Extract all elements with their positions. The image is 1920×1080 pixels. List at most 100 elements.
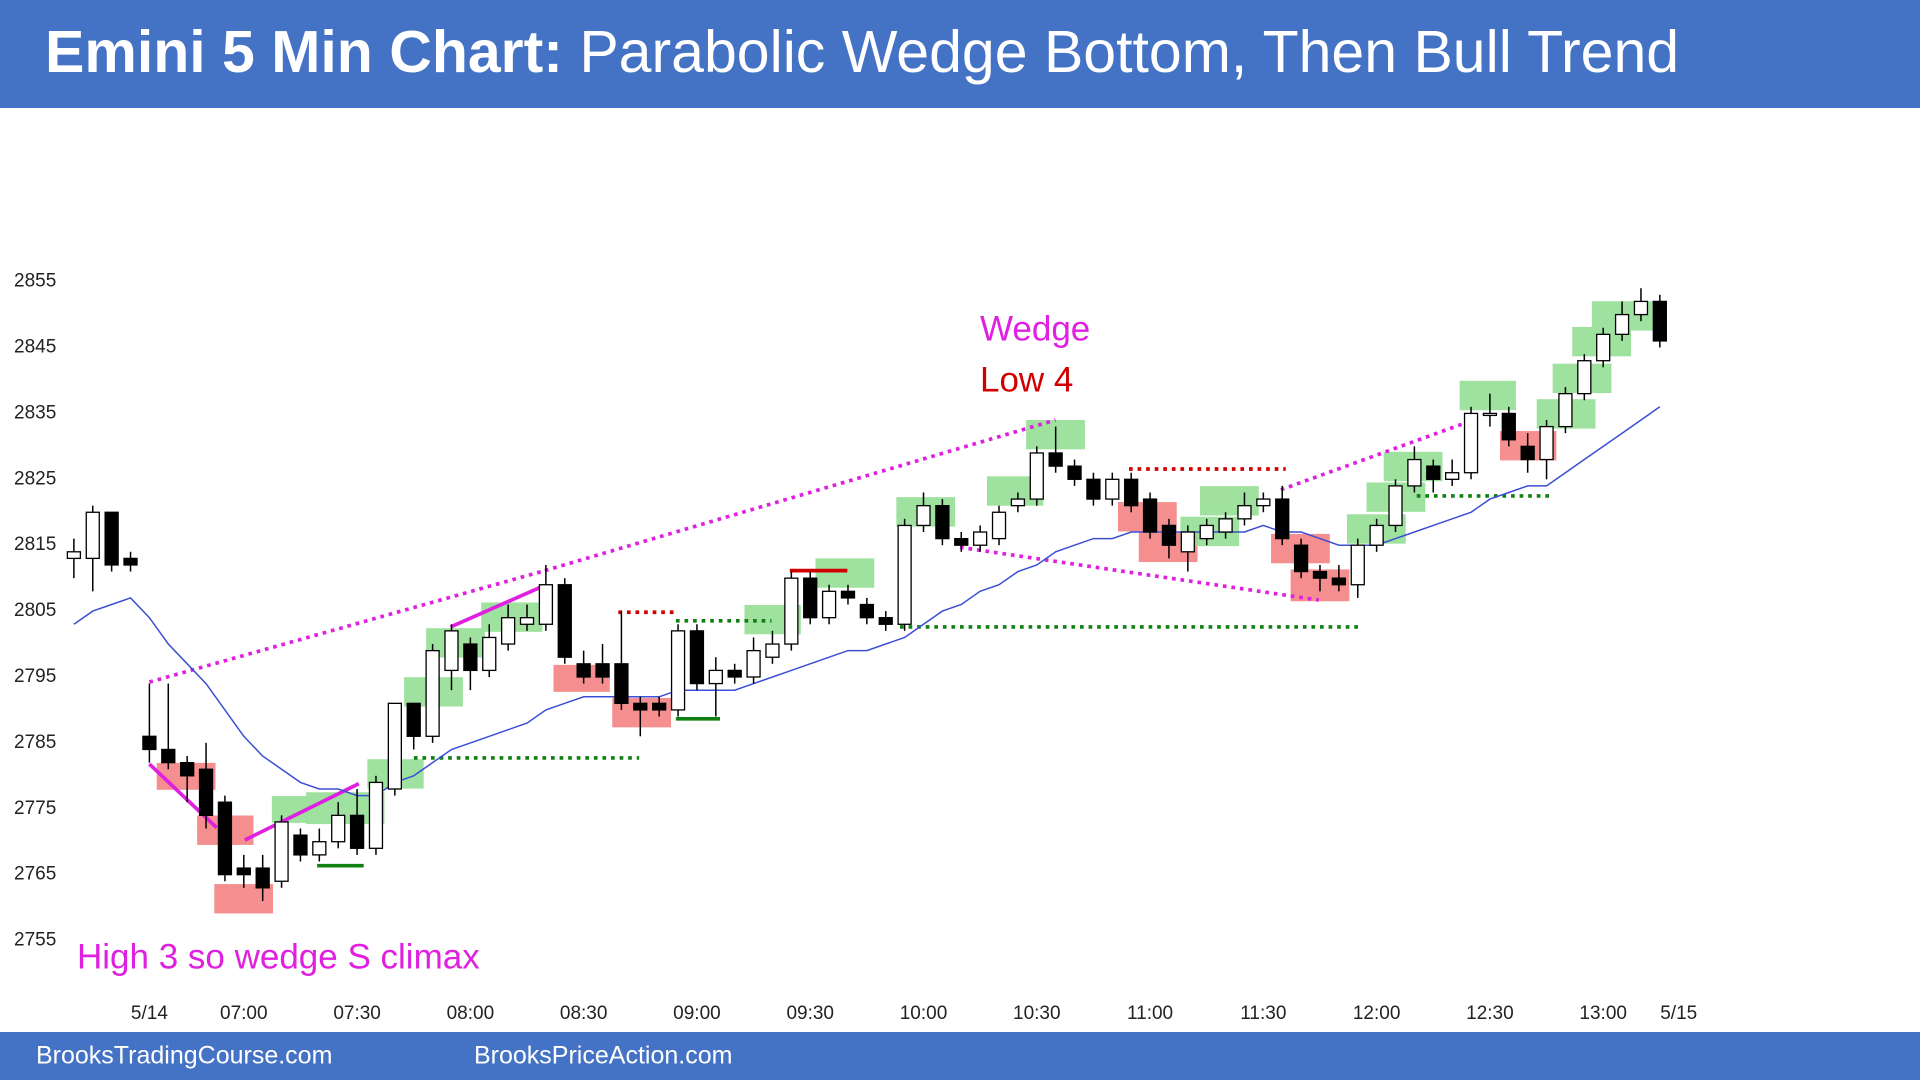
candle-body: [1482, 412, 1498, 417]
bull-boxes: [271, 301, 1666, 825]
red-dotted: [618, 467, 1286, 615]
candle-body: [840, 590, 856, 599]
candle-body: [746, 649, 761, 678]
y-tick-label: 2805: [14, 600, 56, 621]
x-tick-label: 13:00: [1579, 1003, 1627, 1024]
candle-body: [803, 577, 818, 619]
candle-body: [916, 505, 931, 527]
candle-body: [1577, 360, 1592, 395]
y-tick-label: 2755: [14, 930, 56, 951]
wedge-lines: [148, 418, 1464, 684]
x-tick-label: 08:00: [447, 1003, 495, 1024]
ema-line: [73, 406, 1661, 797]
candle-body: [1312, 570, 1328, 579]
candle-body: [1501, 412, 1516, 441]
candle-body: [142, 735, 157, 751]
y-tick-label: 2815: [14, 534, 56, 555]
title: Emini 5 Min Chart: Parabolic Wedge Botto…: [45, 19, 1679, 85]
candle-body: [1086, 478, 1101, 500]
y-tick-label: 2855: [14, 271, 56, 292]
candle-body: [878, 617, 893, 625]
candle-body: [1539, 425, 1554, 461]
candle-body: [784, 577, 799, 645]
title-rest: Parabolic Wedge Bottom, Then Bull Trend: [579, 19, 1679, 85]
x-tick-label: 5/14: [131, 1003, 168, 1024]
candle-body: [1614, 313, 1630, 336]
candle-body: [670, 630, 686, 711]
candle-body: [727, 669, 742, 678]
candle-body: [708, 669, 723, 685]
candle-body: [765, 643, 780, 658]
x-tick-label: 12:00: [1353, 1003, 1401, 1024]
candle-body: [991, 511, 1007, 540]
candle-body: [444, 630, 459, 672]
x-tick-label: 07:30: [333, 1003, 381, 1024]
candle-body: [557, 584, 572, 658]
candle-body: [1105, 478, 1120, 500]
candle-body: [236, 867, 251, 876]
x-tick-label: 10:00: [900, 1003, 948, 1024]
candle-body: [349, 814, 365, 849]
x-tick-label: 09:00: [673, 1003, 721, 1024]
candle-body: [387, 702, 402, 790]
y-tick-label: 2765: [14, 864, 56, 885]
title-bold: Emini 5 Min Chart:: [45, 19, 563, 85]
candle-body: [519, 617, 535, 625]
candle-body: [1048, 452, 1063, 467]
candle-body: [1180, 531, 1195, 553]
candle-body: [859, 603, 875, 619]
candle-body: [652, 702, 667, 711]
candle-body: [897, 524, 912, 625]
candle-body: [1142, 498, 1158, 533]
candle-body: [1010, 498, 1026, 507]
candle-body: [425, 649, 440, 737]
annotation: Low 4: [980, 360, 1073, 399]
footer-bar: [0, 1032, 1920, 1080]
y-tick-label: 2835: [14, 402, 56, 423]
candle-body: [1067, 465, 1082, 480]
header-bar: [0, 0, 1920, 108]
candle-body: [595, 663, 610, 678]
candle-body: [614, 663, 629, 704]
candle-body: [406, 702, 421, 737]
candle-body: [368, 781, 384, 849]
candle-body: [1388, 485, 1403, 527]
candle-body: [1256, 498, 1271, 507]
x-tick-label: 09:30: [786, 1003, 834, 1024]
candle-body: [1293, 544, 1309, 573]
candle-body: [180, 761, 195, 777]
candle-body: [255, 867, 270, 889]
candle-body: [1445, 472, 1460, 480]
candle-body: [1596, 333, 1611, 362]
candle-body: [689, 630, 705, 685]
candle-body: [633, 702, 648, 711]
candle-body: [293, 834, 308, 856]
candle-body: [821, 590, 837, 619]
x-tick-label: 08:30: [560, 1003, 608, 1024]
x-tick-label: 11:00: [1127, 1003, 1173, 1024]
candle-body: [1275, 498, 1290, 540]
candle-body: [576, 663, 591, 678]
annotation: High 3 so wedge S climax: [77, 937, 480, 976]
candle-body: [463, 643, 478, 672]
candle-body: [1463, 412, 1479, 474]
candle-body: [123, 557, 138, 566]
candle-body: [1218, 518, 1233, 533]
candle-body: [1029, 452, 1044, 500]
candle-body: [1124, 478, 1139, 507]
y-tick-label: 2775: [14, 798, 56, 819]
candle-body: [1331, 577, 1347, 586]
y-tick-label: 2795: [14, 666, 56, 687]
green-dotted: [413, 494, 1549, 760]
x-tick-label: 5/15: [1660, 1003, 1697, 1024]
candle-body: [538, 584, 554, 625]
y-tick-label: 2785: [14, 732, 56, 753]
bear-boxes: [156, 431, 1557, 914]
candle-body: [104, 511, 119, 566]
y-tick-label: 2825: [14, 468, 56, 489]
annotation: Wedge: [980, 309, 1090, 348]
x-tick-label: 11:30: [1240, 1003, 1286, 1024]
candle-body: [1426, 465, 1441, 480]
